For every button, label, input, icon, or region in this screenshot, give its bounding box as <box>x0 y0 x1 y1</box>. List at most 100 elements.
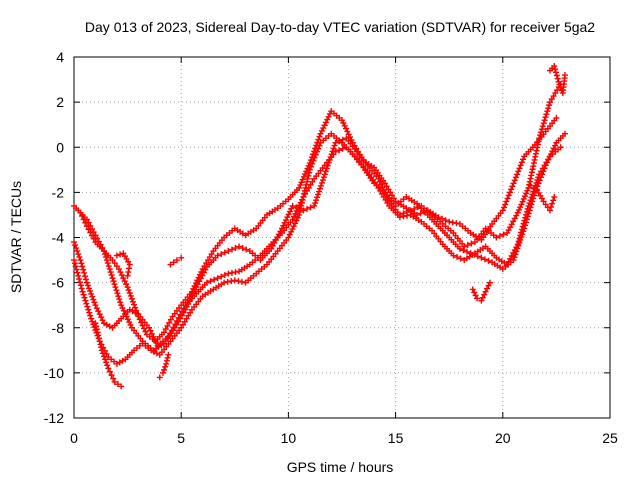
data-point <box>311 154 318 161</box>
data-point <box>515 206 522 213</box>
data-point <box>478 297 485 304</box>
data-point <box>319 177 326 184</box>
data-point <box>95 238 102 245</box>
data-point <box>87 222 94 229</box>
data-point <box>127 321 134 328</box>
data-point <box>221 272 228 279</box>
data-point <box>508 186 515 193</box>
data-point <box>314 194 321 201</box>
data-point <box>517 204 524 211</box>
data-point <box>316 142 323 149</box>
data-point <box>312 200 319 207</box>
data-point <box>163 360 170 367</box>
data-point <box>460 247 467 254</box>
data-point <box>482 288 489 295</box>
y-tick-label: 0 <box>56 139 64 155</box>
data-point <box>165 351 172 358</box>
data-point <box>211 276 218 283</box>
data-point <box>126 319 133 326</box>
data-point <box>102 254 109 261</box>
x-tick-label: 20 <box>495 430 511 446</box>
data-point <box>96 335 103 342</box>
data-point <box>93 323 100 330</box>
data-point <box>83 300 90 307</box>
data-point <box>116 266 123 273</box>
data-point <box>468 240 475 247</box>
data-point <box>323 165 330 172</box>
data-point <box>502 201 509 208</box>
data-point <box>545 105 552 112</box>
data-point <box>528 201 535 208</box>
data-point <box>553 114 560 121</box>
x-tick-label: 0 <box>70 430 78 446</box>
data-point <box>129 298 136 305</box>
data-point <box>156 374 163 381</box>
data-point <box>306 169 313 176</box>
data-point <box>550 197 557 204</box>
data-point <box>104 260 111 267</box>
y-tick-label: -8 <box>52 320 65 336</box>
data-point <box>523 219 530 226</box>
data-point <box>548 204 555 211</box>
data-point <box>506 189 513 196</box>
data-point <box>161 366 168 373</box>
data-point <box>141 325 148 332</box>
data-point <box>106 368 113 375</box>
data-point <box>82 276 89 283</box>
data-point <box>550 93 557 100</box>
data-point <box>90 229 97 236</box>
data-point <box>77 282 84 289</box>
data-point <box>97 241 104 248</box>
data-point <box>80 266 87 273</box>
data-point <box>305 172 312 179</box>
data-point <box>96 311 103 318</box>
data-point <box>332 139 339 146</box>
data-point <box>110 278 117 285</box>
data-point <box>228 278 235 285</box>
data-point <box>514 245 521 252</box>
data-point <box>118 272 125 279</box>
data-point <box>540 198 547 205</box>
data-point <box>92 232 99 239</box>
data-point <box>301 190 308 197</box>
data-point <box>178 254 185 261</box>
data-point <box>552 142 559 149</box>
data-point <box>147 327 154 334</box>
data-point <box>72 242 79 249</box>
data-point <box>316 188 323 195</box>
data-point <box>92 302 99 309</box>
data-point <box>303 181 310 188</box>
data-point <box>187 309 194 316</box>
data-point <box>329 148 336 155</box>
data-point <box>478 254 485 261</box>
data-point <box>103 257 110 264</box>
data-point <box>177 315 184 322</box>
data-point <box>146 324 153 331</box>
x-axis-label: GPS time / hours <box>287 459 394 475</box>
data-point <box>163 357 170 364</box>
data-point <box>511 177 518 184</box>
data-point <box>516 239 523 246</box>
data-point <box>73 266 80 273</box>
series-segment-1 <box>92 320 125 390</box>
data-point <box>164 322 171 329</box>
data-point <box>479 294 486 301</box>
data-point <box>467 250 474 257</box>
data-point <box>74 248 81 255</box>
grid <box>74 57 610 418</box>
data-point <box>74 269 81 276</box>
data-point <box>520 228 527 235</box>
data-point <box>486 279 493 286</box>
data-point <box>117 269 124 276</box>
data-point <box>469 286 476 293</box>
data-point <box>284 214 291 221</box>
data-point <box>86 285 93 292</box>
data-point <box>485 282 492 289</box>
data-point <box>318 127 325 134</box>
data-point <box>450 252 457 259</box>
data-point <box>75 251 82 258</box>
data-point <box>446 218 453 225</box>
data-point <box>522 222 529 229</box>
data-point <box>98 344 105 351</box>
data-point <box>417 210 424 217</box>
